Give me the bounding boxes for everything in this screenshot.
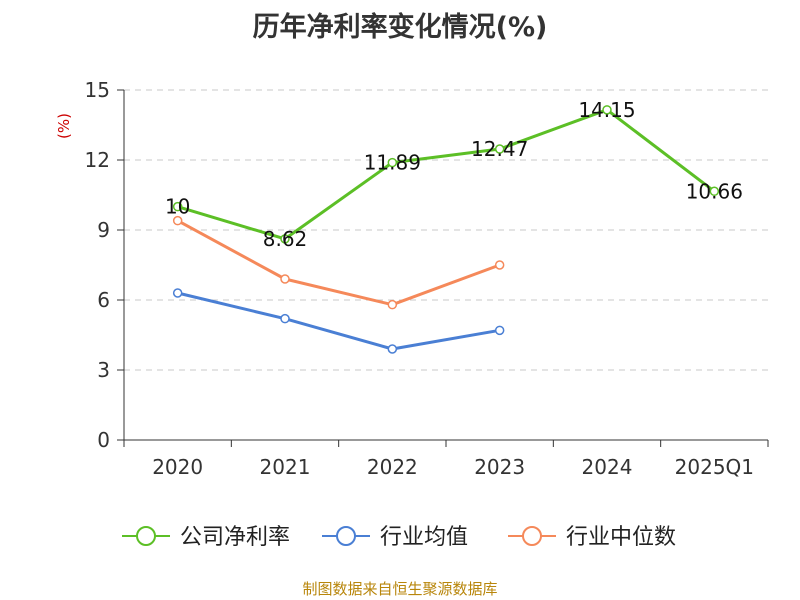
data-label: 10.66 xyxy=(686,179,743,203)
data-point xyxy=(280,234,290,244)
data-point xyxy=(387,157,398,168)
series-lines xyxy=(172,105,720,354)
axes: 0 3 6 9 12 15 2020 2021 2022 2023 2024 2025Q1 xyxy=(85,78,769,479)
series-line-3 xyxy=(176,219,501,307)
data-point xyxy=(280,274,290,284)
legend-label: 行业均值 xyxy=(380,525,468,550)
legend-item-3: 行业中位数 xyxy=(508,525,676,550)
y-tick-label: 12 xyxy=(85,148,110,172)
data-label: 12.47 xyxy=(471,137,528,161)
y-axis-label: (%) xyxy=(55,113,73,139)
y-tick-label: 15 xyxy=(85,78,110,102)
y-tick-label: 0 xyxy=(97,428,110,452)
data-label: 10 xyxy=(165,195,190,219)
y-tick-label: 9 xyxy=(97,218,110,242)
chart-title: 历年净利率变化情况(%) xyxy=(252,12,548,43)
legend-item-1: 公司净利率 xyxy=(122,525,290,550)
data-point xyxy=(494,325,505,336)
value-labels: 10 8.62 11.89 12.47 14.15 10.66 xyxy=(165,98,743,251)
source-note: 制图数据来自恒生聚源数据库 xyxy=(302,580,498,598)
data-point xyxy=(280,313,290,324)
legend-label: 公司净利率 xyxy=(180,525,290,550)
data-point xyxy=(494,144,505,154)
data-label: 11.89 xyxy=(364,151,421,175)
series-line-2 xyxy=(177,291,500,351)
legend-marker xyxy=(522,526,542,546)
data-point xyxy=(172,215,183,226)
legend: 公司净利率 行业均值 行业中位数 xyxy=(122,525,676,550)
legend-marker xyxy=(136,526,156,546)
y-tick-label: 3 xyxy=(97,358,110,382)
x-tick-label: 2025Q1 xyxy=(675,455,754,479)
x-tick-label: 2024 xyxy=(582,455,633,479)
legend-marker xyxy=(336,526,356,546)
y-tick-label: 6 xyxy=(97,288,110,312)
data-label: 14.15 xyxy=(578,98,635,122)
data-point xyxy=(602,105,612,115)
x-tick-label: 2020 xyxy=(152,455,203,479)
x-tick-label: 2022 xyxy=(367,455,418,479)
x-tick-label: 2023 xyxy=(474,455,525,479)
x-tick-label: 2021 xyxy=(260,455,311,479)
series-line-1 xyxy=(177,108,716,241)
legend-item-2: 行业均值 xyxy=(322,525,468,550)
data-point xyxy=(494,260,505,270)
data-point xyxy=(387,299,398,310)
data-point xyxy=(387,344,398,354)
data-label: 8.62 xyxy=(263,227,308,251)
data-point xyxy=(709,186,720,197)
grid-lines xyxy=(124,89,768,371)
data-point xyxy=(172,288,183,298)
data-point xyxy=(172,201,183,212)
legend-label: 行业中位数 xyxy=(566,525,676,550)
